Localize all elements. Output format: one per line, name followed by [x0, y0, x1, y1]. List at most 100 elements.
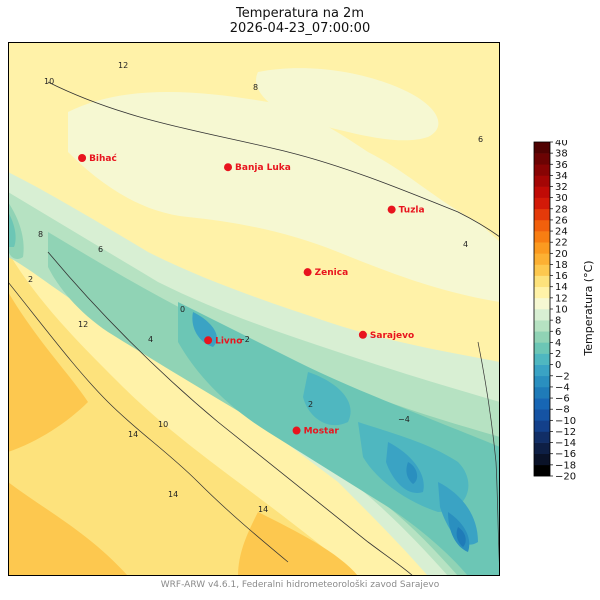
city-dot: [387, 205, 396, 214]
colorbar-cell: [534, 175, 550, 187]
contour-label: 8: [253, 83, 258, 92]
city-dot: [358, 330, 367, 339]
colorbar-tick-label: −10: [555, 416, 576, 427]
city-dot: [204, 336, 213, 345]
colorbar-cell: [534, 464, 550, 477]
contour-label: 10: [158, 420, 168, 429]
colorbar-cell: [534, 342, 550, 354]
contour-label: 14: [128, 430, 138, 439]
map-title: Temperatura na 2m: [235, 6, 364, 21]
colorbar-cell: [534, 409, 550, 421]
colorbar-cell: [534, 208, 550, 221]
colorbar-tick-label: 36: [555, 160, 568, 171]
colorbar-label: Temperatura (°C): [582, 260, 595, 356]
colorbar-tick-label: −20: [555, 472, 576, 481]
colorbar-tick-label: 0: [555, 360, 561, 371]
city-dot: [224, 163, 233, 172]
colorbar-tick-label: 24: [555, 227, 568, 238]
colorbar-cell: [534, 219, 550, 232]
colorbar-tick-label: 26: [555, 215, 568, 226]
colorbar-cell: [534, 297, 550, 310]
colorbar-tick-label: 10: [555, 305, 568, 316]
field-16-south: [238, 512, 358, 576]
city-marker: Zenica: [303, 268, 349, 278]
contour-label: −2: [238, 335, 250, 344]
colorbar-tick-label: 18: [555, 260, 568, 271]
coastline: [8, 281, 289, 563]
colorbar-cell: [534, 309, 550, 321]
colorbar-tick-label: 20: [555, 249, 568, 260]
colorbar-cell: [534, 320, 550, 332]
cities: Bihać Banja Luka Tuzla Zenica Livno Sarajevo M…: [78, 153, 425, 437]
colorbar-cells: [534, 142, 550, 477]
colorbar-cell: [534, 398, 550, 410]
colorbar-tick-label: 14: [555, 282, 568, 293]
contour-label: 12: [78, 320, 88, 329]
colorbar-cell: [534, 264, 550, 276]
city-label: Sarajevo: [370, 331, 414, 341]
city-dot: [292, 426, 301, 435]
colorbar-cell: [534, 242, 550, 254]
colorbar-cell: [534, 153, 550, 165]
colorbar-cell: [534, 186, 550, 198]
city-label: Mostar: [304, 427, 340, 437]
contour-label: 2: [28, 275, 33, 284]
colorbar-tick-label: −16: [555, 449, 576, 460]
field-2-west: [8, 212, 16, 247]
colorbar-tick-label: −14: [555, 438, 576, 449]
field-minus2-patches: [192, 312, 478, 545]
city-marker: Mostar: [292, 426, 340, 437]
border-line-east: [477, 341, 500, 576]
colorbar-cell: [534, 164, 550, 176]
city-label: Bihać: [89, 153, 117, 164]
colorbar-tick-label: 30: [555, 193, 568, 204]
field-2-band: [178, 302, 500, 576]
colorbar-cell: [534, 331, 550, 343]
map-subtitle: 2026-04-23_07:00:00: [229, 21, 371, 36]
colorbar-tick-label: −8: [555, 405, 570, 416]
contour-label: 6: [478, 135, 483, 144]
colorbar-tick-label: −18: [555, 460, 576, 471]
border-line-south: [47, 251, 414, 576]
colorbar-cell: [534, 253, 550, 265]
colorbar-tick-label: 6: [555, 327, 561, 338]
footer-credit: WRF-ARW v4.6.1, Federalni hidrometeorolo…: [160, 580, 440, 590]
city-label: Zenica: [315, 268, 349, 278]
city-marker: Banja Luka: [224, 163, 291, 173]
contour-label: 4: [463, 240, 468, 249]
contour-label: −4: [398, 415, 410, 424]
colorbar-cell: [534, 275, 550, 288]
colorbar-tick-label: −12: [555, 427, 576, 438]
field-0-patches: [303, 372, 469, 512]
colorbar-tick-label: −2: [555, 371, 570, 382]
colorbar-cell: [534, 364, 550, 377]
city-label: Livno: [215, 336, 242, 346]
contour-label: 8: [38, 230, 43, 239]
colorbar-cell: [534, 453, 550, 466]
colorbar-cell: [534, 420, 550, 432]
contour-label: 14: [168, 490, 178, 499]
contour-label: 12: [118, 61, 128, 70]
contour-label: 4: [148, 335, 153, 344]
contour-label: 14: [258, 505, 268, 514]
contour-label: 6: [98, 245, 103, 254]
colorbar-cell: [534, 353, 550, 365]
colorbar-tick-label: 34: [555, 171, 568, 182]
city-marker: Tuzla: [387, 205, 425, 216]
colorbar-tick-label: 16: [555, 271, 568, 282]
city-marker: Livno: [204, 336, 242, 346]
field-16-coast: [8, 292, 88, 452]
colorbar-tick-label: 2: [555, 349, 561, 360]
contour-labels: 12 10 8 6 4 2 0 −2 −4 12 14 14 14 10 8 6 4 2: [28, 61, 483, 514]
temperature-map: 12 10 8 6 4 2 0 −2 −4 12 14 14 14 10 8 6 4 2 Bihać Banja L…: [8, 42, 500, 576]
colorbar-tick-label: 28: [555, 204, 568, 215]
field-16-sea: [8, 482, 128, 576]
colorbar-tick-label: 22: [555, 238, 568, 249]
field-14-coast: [8, 252, 358, 576]
field-minus6-patch: [456, 527, 466, 547]
city-marker: Sarajevo: [358, 330, 414, 341]
field-minus4-patches: [406, 462, 470, 552]
colorbar-tick-label: 8: [555, 316, 561, 327]
colorbar-cell: [534, 142, 550, 154]
city-marker: Bihać: [78, 153, 118, 164]
